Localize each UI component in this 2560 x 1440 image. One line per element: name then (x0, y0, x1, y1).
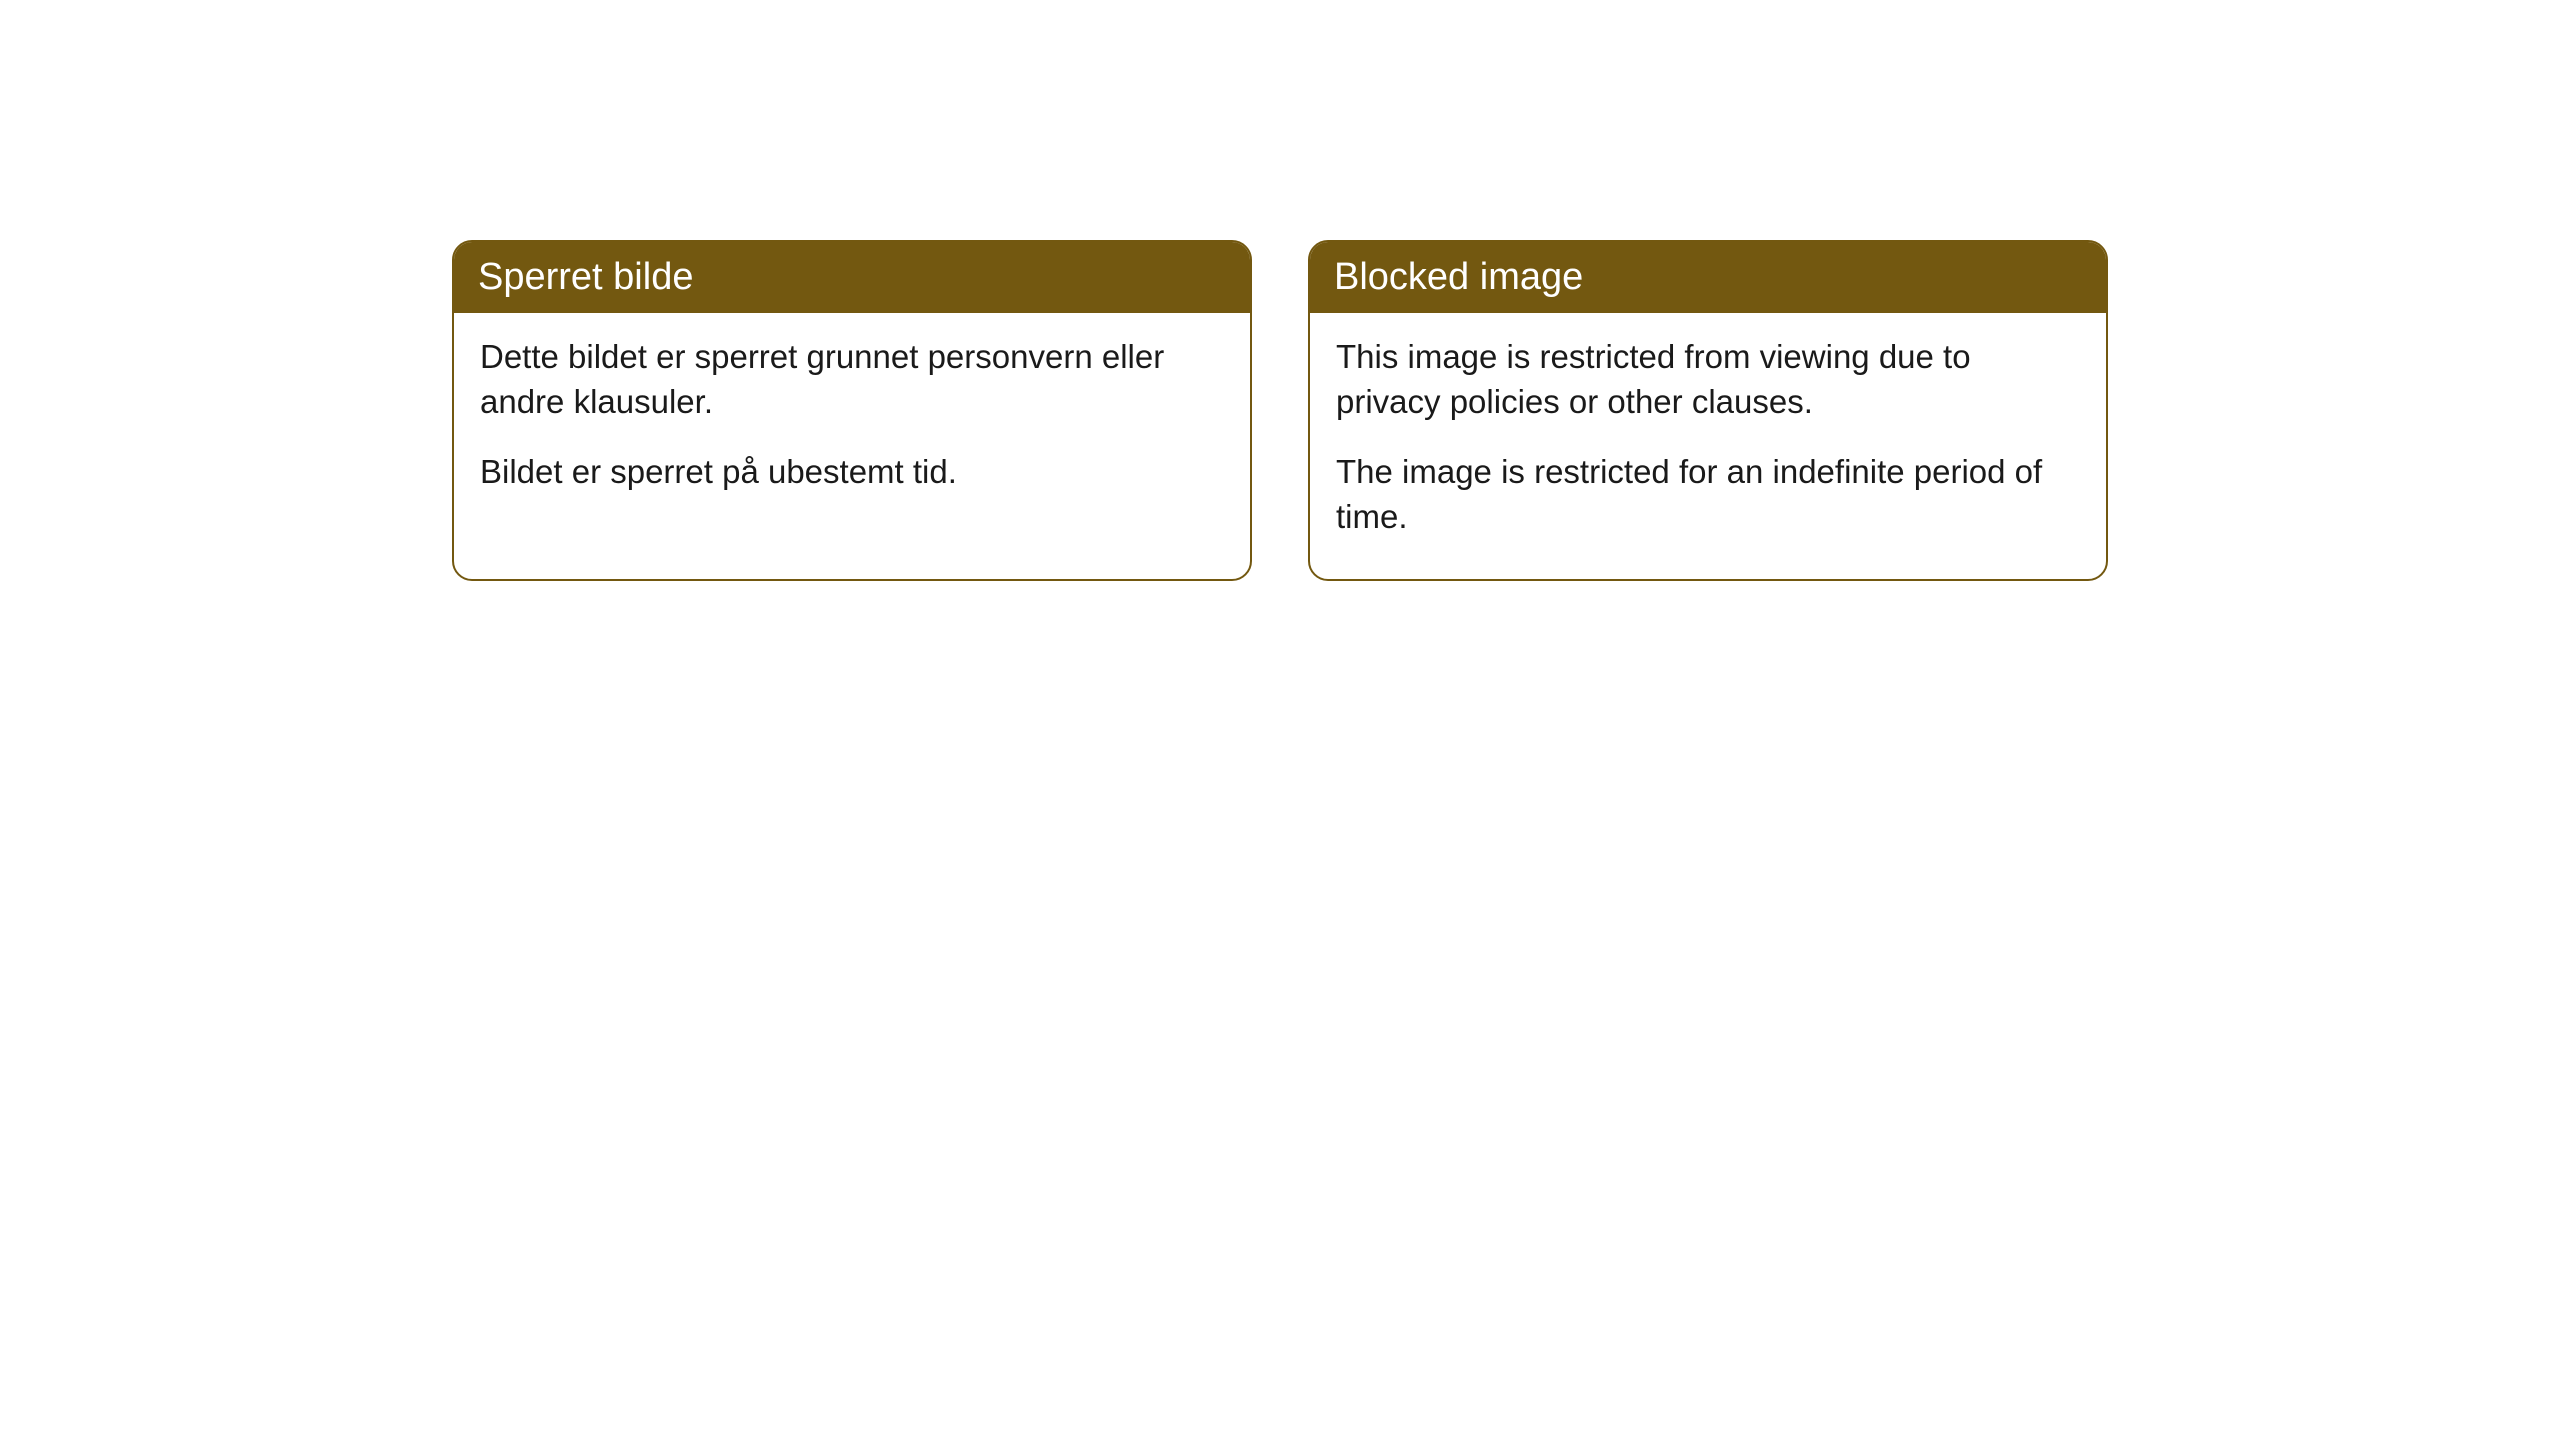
card-body-english: This image is restricted from viewing du… (1310, 313, 2106, 579)
card-text-english-2: The image is restricted for an indefinit… (1336, 450, 2080, 539)
card-body-norwegian: Dette bildet er sperret grunnet personve… (454, 313, 1250, 535)
card-norwegian: Sperret bilde Dette bildet er sperret gr… (452, 240, 1252, 581)
card-header-english: Blocked image (1310, 242, 2106, 313)
card-header-norwegian: Sperret bilde (454, 242, 1250, 313)
card-text-norwegian-2: Bildet er sperret på ubestemt tid. (480, 450, 1224, 495)
card-english: Blocked image This image is restricted f… (1308, 240, 2108, 581)
card-text-english-1: This image is restricted from viewing du… (1336, 335, 2080, 424)
card-container: Sperret bilde Dette bildet er sperret gr… (450, 240, 2110, 581)
card-text-norwegian-1: Dette bildet er sperret grunnet personve… (480, 335, 1224, 424)
